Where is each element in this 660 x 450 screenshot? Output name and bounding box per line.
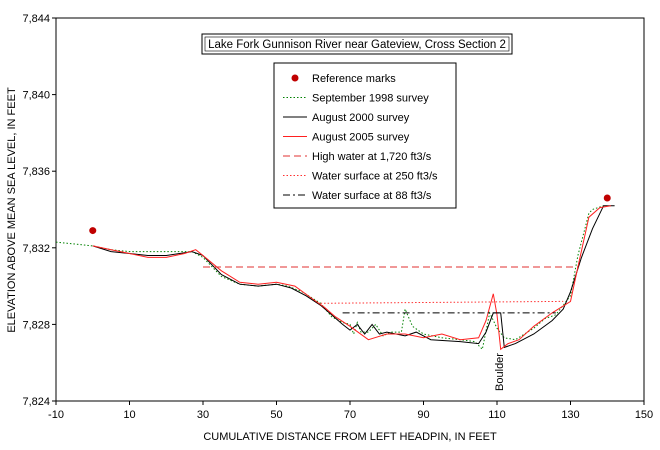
x-tick-label: 10	[123, 409, 135, 421]
boulder-annotation: Boulder	[494, 353, 506, 391]
y-tick-label: 7,824	[22, 396, 50, 408]
series-layer	[55, 194, 615, 351]
y-tick-label: 7,832	[22, 243, 50, 255]
legend-label: High water at 1,720 ft3/s	[312, 151, 432, 163]
legend: Reference marks September 1998 survey Augu…	[273, 62, 457, 209]
x-axis-ticks: -10 10 30 50 70 90 110 130 150	[48, 401, 653, 421]
y-tick-label: 7,828	[22, 319, 50, 331]
reference-mark-point	[89, 227, 97, 235]
x-tick-label: -10	[48, 409, 64, 421]
y-tick-label: 7,844	[22, 13, 50, 25]
x-tick-label: 50	[270, 409, 282, 421]
x-tick-label: 130	[561, 409, 579, 421]
legend-label: Water surface at 88 ft3/s	[312, 190, 432, 202]
x-tick-label: 30	[197, 409, 209, 421]
x-tick-label: 150	[635, 409, 653, 421]
legend-label: September 1998 survey	[312, 93, 429, 105]
series-line-1	[55, 205, 604, 351]
reference-mark-point	[603, 194, 611, 202]
legend-label: August 2000 survey	[312, 112, 410, 124]
legend-label: Water surface at 250 ft3/s	[312, 171, 438, 183]
x-tick-label: 90	[417, 409, 429, 421]
y-tick-label: 7,840	[22, 90, 50, 102]
y-axis-ticks: 7,824 7,828 7,832 7,836 7,840 7,844	[22, 13, 56, 408]
legend-label: Reference marks	[312, 73, 396, 85]
series-line-3	[92, 205, 611, 351]
x-tick-label: 110	[488, 409, 506, 421]
legend-marker	[291, 74, 299, 82]
x-tick-label: 70	[344, 409, 356, 421]
chart-title-box: Lake Fork Gunnison River near Gateview, …	[201, 33, 513, 55]
x-axis-title: CUMULATIVE DISTANCE FROM LEFT HEADPIN, I…	[203, 431, 497, 443]
legend-box	[273, 62, 457, 209]
chart-title: Lake Fork Gunnison River near Gateview, …	[208, 39, 506, 51]
series-line-2	[92, 205, 615, 349]
y-axis-title: ELEVATION ABOVE MEAN SEA LEVEL, IN FEET	[6, 87, 18, 333]
legend-label: August 2005 survey	[312, 132, 410, 144]
y-tick-label: 7,836	[22, 166, 50, 178]
